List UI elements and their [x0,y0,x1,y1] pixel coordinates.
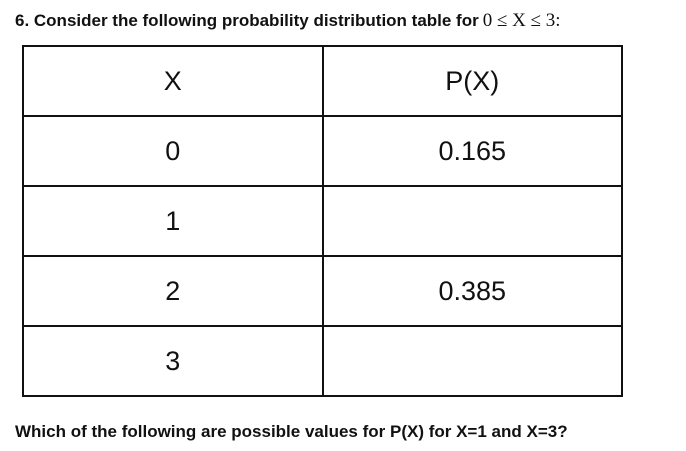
table-row: 2 0.385 [22,255,623,327]
table-row: 0 0.165 [22,115,623,187]
question-prompt: Which of the following are possible valu… [15,422,568,441]
table-row: 1 [22,185,623,257]
header-cell: P(X) [321,45,623,117]
p-cell: 0.385 [321,255,623,327]
distribution-table: X P(X) 0 0.165 1 2 0.385 3 [22,45,623,397]
p-cell: 0.165 [321,115,623,187]
x-cell: 0 [22,115,324,187]
x-cell: 1 [22,185,324,257]
title-math: 0 ≤ X ≤ 3: [482,10,561,31]
header-cell: X [22,45,324,117]
question-title: 6. Consider the following probability di… [15,10,561,32]
p-cell [321,325,623,397]
x-cell: 3 [22,325,324,397]
title-text: 6. Consider the following probability di… [15,11,479,30]
x-cell: 2 [22,255,324,327]
header-row: X P(X) [22,45,623,117]
p-cell [321,185,623,257]
table-row: 3 [22,325,623,397]
